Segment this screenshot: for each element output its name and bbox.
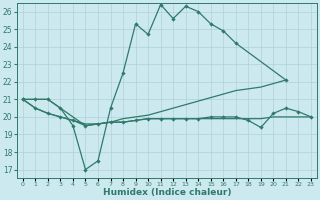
X-axis label: Humidex (Indice chaleur): Humidex (Indice chaleur) <box>103 188 231 197</box>
